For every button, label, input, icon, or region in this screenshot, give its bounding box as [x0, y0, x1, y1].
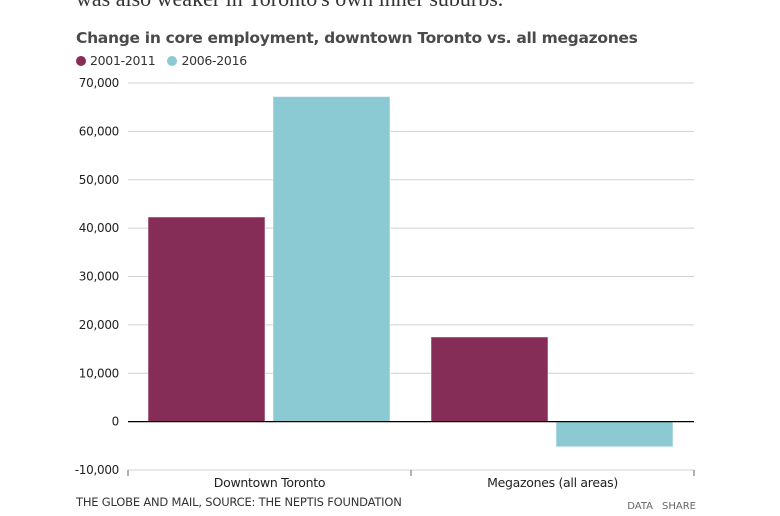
chart-title: Change in core employment, downtown Toro…	[76, 29, 638, 47]
legend-label: 2001-2011	[90, 53, 156, 68]
y-tick-label: 10,000	[79, 366, 119, 380]
legend-swatch-icon	[76, 55, 86, 66]
share-link[interactable]: SHARE	[662, 501, 696, 512]
legend-label: 2006-2016	[181, 53, 247, 68]
x-category-label: Downtown Toronto	[214, 475, 325, 490]
legend-swatch-icon	[167, 55, 178, 66]
data-link[interactable]: DATA	[627, 501, 654, 512]
bar-2001-2011-0	[147, 216, 266, 423]
legend-item-2006-2016: 2006-2016	[167, 53, 247, 68]
intro-text: was also weaker in Toronto's own inner s…	[76, 0, 503, 12]
y-tick-label: -10,000	[75, 463, 119, 477]
chart-actions: DATA SHARE	[627, 501, 696, 512]
y-tick-label: 50,000	[79, 173, 119, 187]
y-tick-label: 0	[112, 415, 119, 429]
bar-2006-2016-0	[272, 96, 391, 423]
y-tick-label: 60,000	[79, 124, 119, 138]
legend: 2001-2011 2006-2016	[76, 53, 247, 68]
x-category-label: Megazones (all areas)	[487, 475, 618, 490]
y-tick-label: 20,000	[79, 318, 119, 332]
source-credit: THE GLOBE AND MAIL, SOURCE: THE NEPTIS F…	[76, 495, 402, 509]
y-tick-label: 40,000	[79, 221, 119, 235]
y-tick-label: 30,000	[79, 270, 119, 284]
legend-item-2001-2011: 2001-2011	[76, 53, 156, 68]
y-tick-label: 70,000	[79, 76, 119, 90]
bar-2001-2011-1	[430, 336, 549, 423]
bar-2006-2016-1	[555, 421, 674, 448]
